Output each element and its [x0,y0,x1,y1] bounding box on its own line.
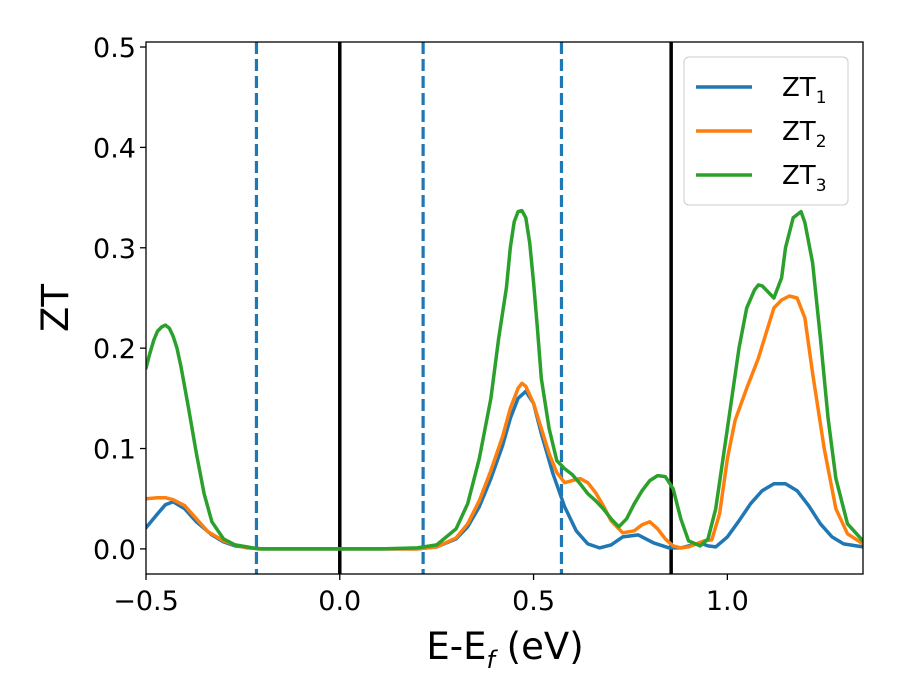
y-axis-title: ZT [34,284,77,332]
x-axis-title: E-Ef (eV) [426,625,583,674]
y-tick-label: 0.5 [93,33,136,64]
x-axis-title-main: E-E [426,625,486,668]
legend-label-1: ZT1 [782,73,827,108]
x-axis-ticks: −0.5 0.0 0.5 1.0 [113,574,749,617]
series-line-3 [146,208,863,551]
x-tick-label: 0.0 [318,586,361,617]
x-tick-label: 1.0 [706,586,749,617]
series-lines [146,208,863,551]
y-tick-label: 0.2 [93,334,136,365]
legend: ZT1 ZT2 ZT3 [683,56,849,206]
legend-box [683,56,849,206]
y-tick-label: 0.4 [93,133,136,164]
x-tick-label: 0.5 [512,586,555,617]
x-tick-label: −0.5 [113,586,179,617]
y-tick-label: 0.3 [93,234,136,265]
x-axis-title-unit: (eV) [495,625,584,668]
y-tick-label: 0.1 [93,435,136,466]
y-tick-label: 0.0 [93,535,136,566]
legend-label-2: ZT2 [782,117,827,152]
y-axis-ticks: 0.0 0.1 0.2 0.3 0.4 0.5 [93,33,146,566]
legend-label-3: ZT3 [782,161,827,196]
plot-frame [145,41,864,575]
